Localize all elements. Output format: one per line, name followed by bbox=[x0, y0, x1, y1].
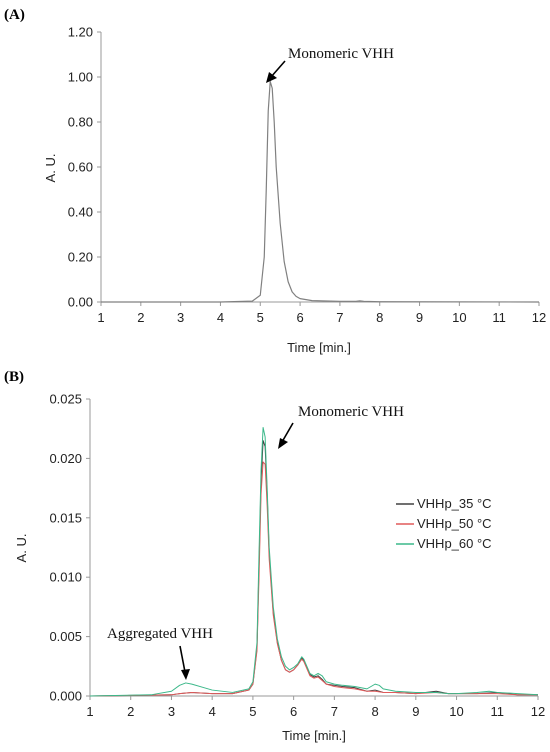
y-tick-label: 0.000 bbox=[49, 689, 82, 704]
arrow-icon bbox=[266, 60, 286, 83]
y-tick-label: 0.60 bbox=[68, 160, 93, 175]
y-tick-label: 0.00 bbox=[68, 295, 93, 310]
y-axis-title-b: A. U. bbox=[14, 534, 29, 563]
chart-panel-b: (B) A. U. Time [min.] 0.000 0.005 0.010 0.0… bbox=[4, 369, 545, 743]
chart-panel-a: (A) A. U. Time [min.] 0.00 0.20 0.40 0.60 0.… bbox=[4, 7, 546, 355]
x-tick-label: 4 bbox=[209, 704, 216, 719]
legend-label: VHHp_35 °C bbox=[417, 496, 492, 511]
y-tick-label: 0.015 bbox=[49, 510, 82, 525]
x-tick-label: 5 bbox=[257, 310, 264, 325]
x-tick-label: 8 bbox=[371, 704, 378, 719]
x-tick-label: 10 bbox=[449, 704, 463, 719]
y-tick-label: 0.005 bbox=[49, 629, 82, 644]
x-axis-title-a: Time [min.] bbox=[287, 340, 351, 355]
x-tick-label: 2 bbox=[127, 704, 134, 719]
x-tick-label: 10 bbox=[452, 310, 466, 325]
y-tick-label: 1.20 bbox=[68, 25, 93, 40]
annotation-aggregated-vhh-b: Aggregated VHH bbox=[107, 626, 213, 642]
annotation-monomeric-vhh-a: Monomeric VHH bbox=[288, 46, 394, 62]
y-tick-label: 0.40 bbox=[68, 205, 93, 220]
y-axis-title-a: A. U. bbox=[43, 154, 58, 183]
x-tick-label: 11 bbox=[491, 704, 505, 719]
y-tick-label: 0.80 bbox=[68, 115, 93, 130]
y-tick-label: 1.00 bbox=[68, 70, 93, 85]
panel-label-a: (A) bbox=[4, 7, 25, 23]
x-tick-label: 1 bbox=[97, 310, 104, 325]
series-line-1 bbox=[89, 440, 538, 697]
series-line-1 bbox=[101, 80, 540, 303]
x-axis-title-b: Time [min.] bbox=[282, 728, 346, 743]
x-tick-label: 3 bbox=[177, 310, 184, 325]
x-tick-label: 6 bbox=[296, 310, 303, 325]
x-tick-label: 9 bbox=[412, 704, 419, 719]
legend-label: VHHp_50 °C bbox=[417, 516, 492, 531]
annotation-monomeric-vhh-b: Monomeric VHH bbox=[298, 404, 404, 420]
x-tick-label: 5 bbox=[249, 704, 256, 719]
legend: VHHp_35 °C VHHp_50 °C VHHp_60 °C bbox=[396, 496, 492, 551]
arrow-icon bbox=[179, 645, 190, 680]
x-tick-label: 1 bbox=[86, 704, 93, 719]
x-tick-label: 8 bbox=[376, 310, 383, 325]
y-tick-label: 0.020 bbox=[49, 451, 82, 466]
x-tick-label: 9 bbox=[416, 310, 423, 325]
legend-label: VHHp_60 °C bbox=[417, 536, 492, 551]
x-tick-label: 12 bbox=[532, 310, 546, 325]
x-tick-label: 7 bbox=[331, 704, 338, 719]
panel-label-b: (B) bbox=[4, 369, 24, 385]
x-tick-label: 7 bbox=[336, 310, 343, 325]
y-tick-label: 0.025 bbox=[49, 392, 82, 407]
y-tick-label: 0.20 bbox=[68, 250, 93, 265]
x-tick-label: 6 bbox=[290, 704, 297, 719]
x-tick-label: 11 bbox=[492, 310, 506, 325]
x-tick-label: 2 bbox=[137, 310, 144, 325]
x-tick-label: 3 bbox=[168, 704, 175, 719]
y-tick-label: 0.010 bbox=[49, 570, 82, 585]
x-tick-label: 12 bbox=[531, 704, 545, 719]
arrow-icon bbox=[278, 422, 294, 449]
x-tick-label: 4 bbox=[217, 310, 224, 325]
series-line-3 bbox=[89, 427, 539, 697]
